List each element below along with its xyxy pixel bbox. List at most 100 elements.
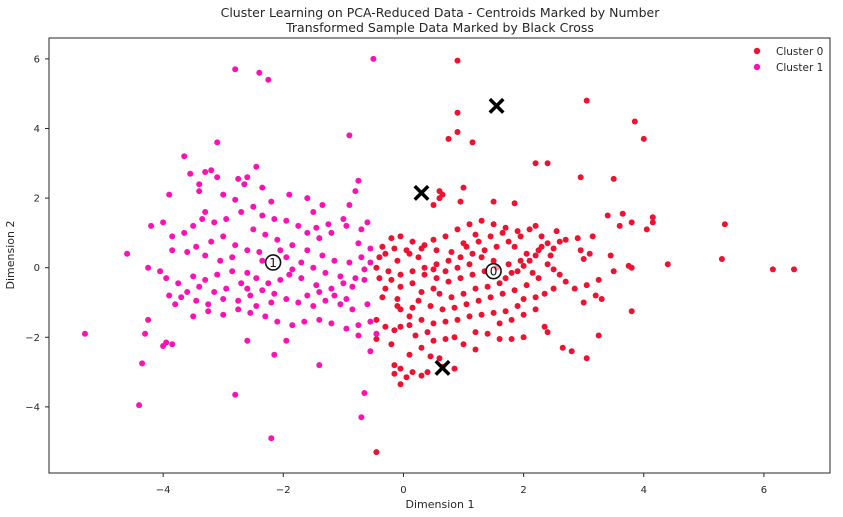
data-point-cluster-0 (631, 118, 638, 125)
data-point-cluster-1 (238, 280, 245, 287)
legend-marker-cluster-1 (753, 63, 761, 71)
axis-ticks-layer: −4 −2 0 2 4 6 −4 −2 0 2 4 6 (25, 54, 767, 496)
data-point-cluster-0 (394, 296, 401, 302)
data-point-cluster-0 (415, 297, 422, 304)
data-point-cluster-1 (202, 209, 209, 215)
data-point-cluster-1 (364, 301, 371, 308)
data-point-cluster-0 (511, 243, 518, 250)
data-point-cluster-0 (604, 212, 611, 219)
data-point-cluster-1 (277, 276, 284, 283)
data-point-cluster-1 (319, 252, 326, 259)
data-point-cluster-1 (310, 264, 317, 271)
data-point-cluster-1 (202, 252, 209, 259)
data-point-cluster-0 (394, 257, 401, 264)
data-point-cluster-1 (217, 257, 224, 264)
data-point-cluster-0 (496, 280, 503, 287)
chart-title-line-2: Transformed Sample Data Marked by Black … (285, 20, 594, 35)
data-point-cluster-0 (421, 271, 428, 278)
data-point-cluster-0 (562, 236, 569, 243)
data-point-cluster-1 (352, 275, 359, 282)
data-point-cluster-1 (301, 318, 308, 325)
data-point-cluster-1 (196, 181, 203, 188)
x-tick-label: 2 (520, 485, 526, 496)
data-point-cluster-1 (316, 316, 323, 323)
data-point-cluster-1 (358, 254, 365, 261)
data-point-cluster-0 (436, 195, 443, 202)
data-point-cluster-0 (529, 269, 536, 276)
data-point-cluster-0 (595, 332, 602, 339)
data-point-cluster-0 (544, 240, 551, 247)
data-point-cluster-1 (295, 299, 302, 306)
data-point-cluster-1 (346, 202, 353, 208)
data-point-cluster-0 (616, 222, 623, 229)
data-point-cluster-1 (196, 188, 203, 195)
y-tick-label: 2 (34, 194, 40, 205)
data-point-cluster-1 (361, 390, 368, 396)
data-point-cluster-0 (409, 268, 416, 275)
data-point-cluster-0 (791, 266, 797, 273)
data-point-cluster-0 (478, 311, 485, 318)
data-point-cluster-0 (460, 341, 467, 348)
data-point-cluster-0 (550, 266, 557, 273)
data-point-cluster-0 (430, 337, 437, 344)
data-point-cluster-1 (322, 297, 329, 304)
data-point-cluster-1 (166, 191, 173, 198)
data-point-cluster-1 (172, 301, 179, 308)
data-point-cluster-1 (235, 306, 242, 313)
data-point-cluster-0 (406, 322, 413, 329)
chart-title-line-1: Cluster Learning on PCA-Reduced Data - C… (221, 5, 661, 20)
data-point-cluster-1 (283, 296, 290, 302)
data-point-cluster-1 (169, 341, 176, 348)
data-point-cluster-1 (316, 362, 323, 369)
data-point-cluster-0 (532, 252, 539, 259)
data-point-cluster-0 (589, 233, 596, 240)
data-point-cluster-1 (253, 303, 260, 309)
data-point-cluster-0 (469, 139, 476, 146)
data-point-cluster-1 (274, 236, 281, 243)
data-points-layer (82, 55, 797, 456)
data-point-cluster-1 (244, 174, 251, 181)
data-point-cluster-1 (286, 271, 293, 278)
data-point-cluster-0 (460, 290, 467, 297)
data-point-cluster-0 (391, 370, 398, 377)
data-point-cluster-0 (541, 323, 548, 330)
data-point-cluster-0 (385, 268, 392, 275)
data-point-cluster-1 (253, 275, 260, 282)
data-point-cluster-0 (430, 202, 437, 208)
data-point-cluster-1 (190, 313, 197, 320)
data-point-cluster-1 (355, 332, 362, 339)
data-point-cluster-1 (214, 271, 221, 278)
y-tick-label: −2 (25, 333, 40, 344)
data-point-cluster-0 (373, 336, 380, 342)
data-point-cluster-0 (373, 449, 380, 456)
data-point-cluster-1 (259, 184, 266, 191)
data-point-cluster-0 (391, 362, 398, 369)
data-point-cluster-0 (502, 308, 509, 315)
data-point-cluster-0 (469, 271, 476, 278)
data-point-cluster-0 (424, 369, 431, 376)
data-point-cluster-0 (577, 247, 584, 254)
data-point-cluster-0 (430, 285, 437, 292)
data-point-cluster-0 (718, 256, 725, 262)
data-point-cluster-1 (157, 268, 164, 275)
data-point-cluster-0 (550, 245, 557, 252)
data-point-cluster-0 (451, 334, 458, 341)
data-point-cluster-0 (574, 235, 581, 242)
data-point-cluster-1 (202, 169, 209, 175)
data-point-cluster-1 (244, 337, 251, 344)
data-point-cluster-0 (391, 245, 398, 252)
data-point-cluster-0 (526, 226, 533, 233)
data-point-cluster-0 (517, 233, 524, 240)
data-point-cluster-1 (241, 181, 248, 188)
data-point-cluster-0 (475, 297, 482, 304)
data-point-cluster-1 (304, 229, 311, 236)
data-point-cluster-0 (445, 135, 452, 142)
data-point-cluster-1 (160, 343, 167, 349)
data-point-cluster-0 (409, 238, 416, 245)
data-point-cluster-0 (520, 311, 527, 318)
data-point-cluster-1 (286, 191, 293, 198)
data-point-cluster-0 (511, 200, 518, 207)
data-point-cluster-0 (490, 309, 497, 316)
data-point-cluster-0 (466, 261, 473, 268)
plot-frame (48, 37, 831, 474)
